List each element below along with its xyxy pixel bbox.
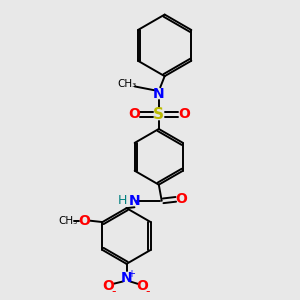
Text: O: O [175,192,187,206]
Text: S: S [153,107,164,122]
Text: O: O [137,279,148,293]
Text: +: + [128,268,136,278]
Text: N: N [153,87,165,101]
Text: N: N [129,194,140,208]
Text: O: O [102,279,114,293]
Text: -: - [111,285,116,298]
Text: H: H [118,194,128,207]
Text: N: N [121,271,132,285]
Text: -: - [146,285,150,298]
Text: CH₃: CH₃ [58,216,78,226]
Text: O: O [78,214,90,228]
Text: O: O [178,107,190,121]
Text: O: O [128,107,140,121]
Text: CH₃: CH₃ [117,79,136,88]
